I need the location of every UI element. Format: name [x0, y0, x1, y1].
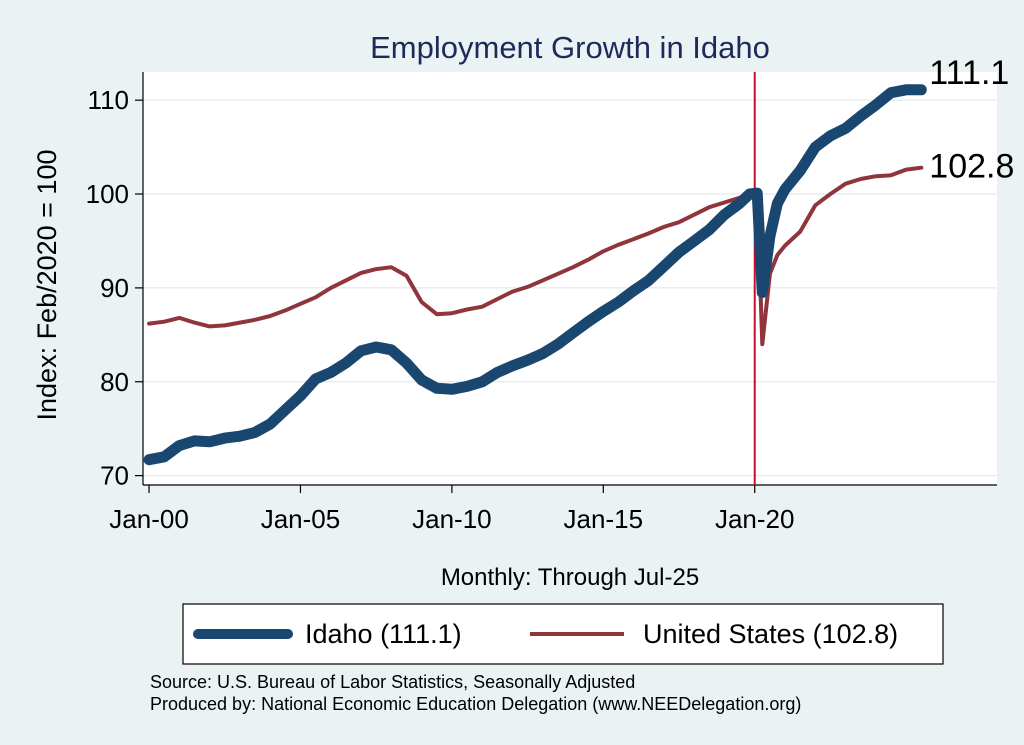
- y-tick-label: 80: [100, 367, 129, 397]
- y-tick-label: 110: [88, 85, 129, 115]
- x-tick-label: Jan-15: [564, 504, 644, 534]
- x-axis-label: Monthly: Through Jul-25: [441, 564, 699, 591]
- idaho-end-label: 111.1: [929, 54, 1009, 92]
- x-tick-label: Jan-00: [109, 504, 189, 534]
- legend: Idaho (111.1) United States (102.8): [182, 603, 944, 665]
- grid-layer: [143, 99, 997, 477]
- series-layer: [143, 84, 927, 466]
- y-tick-label: 70: [100, 461, 129, 491]
- x-tick-label: Jan-20: [715, 504, 795, 534]
- y-tick-label: 90: [100, 273, 129, 303]
- legend-label-united-states: United States (102.8): [643, 619, 898, 649]
- y-tick-label: 100: [86, 179, 129, 209]
- labels-layer: 70 80 90 100 110 Jan-00 Jan-05 Jan-10 Jan-15 Jan-…: [86, 54, 1015, 534]
- x-tick-label: Jan-10: [412, 504, 492, 534]
- chart-title: Employment Growth in Idaho: [370, 30, 770, 65]
- legend-label-idaho: Idaho (111.1): [305, 619, 462, 649]
- x-tick-label: Jan-05: [261, 504, 341, 534]
- axes-layer: [135, 72, 997, 493]
- idaho-series-line: [143, 84, 927, 466]
- united-states-series-line: [147, 165, 924, 347]
- source-note: Source: U.S. Bureau of Labor Statistics,…: [150, 672, 635, 692]
- united-states-end-label: 102.8: [929, 148, 1014, 186]
- producer-note: Produced by: National Economic Education…: [150, 694, 801, 714]
- y-axis-label: Index: Feb/2020 = 100: [32, 150, 62, 421]
